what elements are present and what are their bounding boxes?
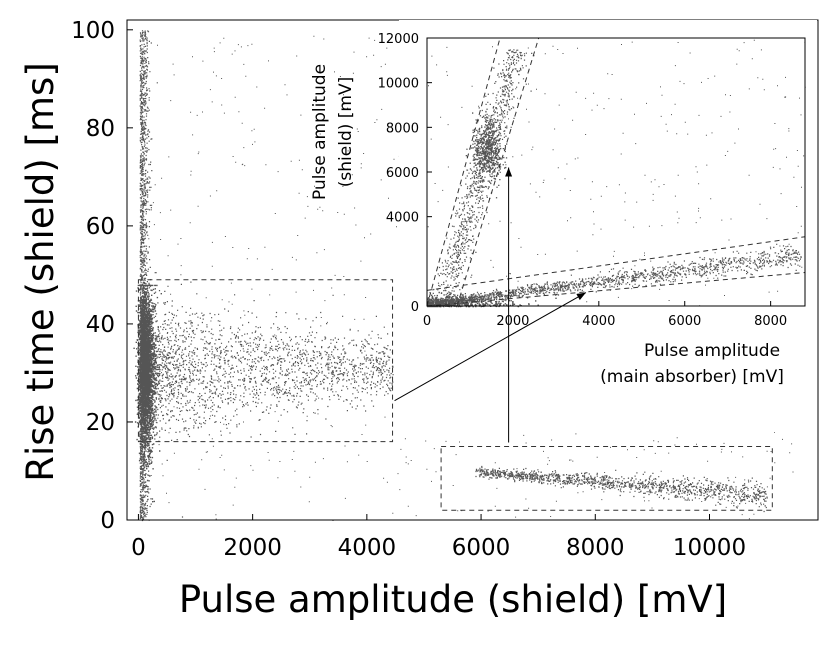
main-x-tick-label: 8000 [566, 535, 625, 561]
main-y-tick-label: 60 [86, 214, 115, 240]
inset-x-tick-label: 6000 [668, 314, 701, 329]
main-y-tick-label: 80 [86, 116, 115, 142]
main-axes: 0 2000 4000 6000 8000 10000 0 20 40 60 80 100 [71, 18, 819, 561]
main-x-tick-label: 4000 [338, 535, 397, 561]
inset-band-lines [426, 37, 806, 307]
shield-band-right-line [456, 37, 540, 307]
selection-box-2 [440, 445, 773, 511]
main-band-lower-line [426, 272, 806, 307]
arrow-shield-box-to-inset [394, 292, 587, 402]
arrow-shield-box-to-inset-head [576, 292, 586, 301]
inset-x-axis-label-line2: (main absorber) [mV] [600, 367, 784, 387]
main-x-tick-label: 6000 [452, 535, 511, 561]
inset-y-tick-label: 10000 [378, 77, 419, 92]
inset-x-tick-label: 8000 [754, 314, 787, 329]
inset-y-tick-label: 4000 [386, 211, 419, 226]
main-x-tick-label: 2000 [223, 535, 282, 561]
main-x-tick-label: 0 [131, 535, 146, 561]
main-y-tick-label: 100 [71, 18, 115, 44]
main-x-axis-label: Pulse amplitude (shield) [mV] [179, 578, 727, 621]
main-y-tick-label: 40 [86, 312, 115, 338]
shield-band-left-line [426, 37, 501, 307]
inset-y-tick-label: 12000 [378, 32, 419, 47]
inset-y-axis-label-line1: Pulse amplitude [310, 64, 330, 200]
selection-box-1 [137, 279, 394, 443]
main-selection-boxes [137, 279, 773, 511]
inset-x-axis-label-line1: Pulse amplitude [644, 341, 780, 361]
main-y-tick-label: 0 [100, 508, 115, 534]
connector-arrows [394, 167, 587, 443]
main-y-axis-label: Rise time (shield) [ms] [19, 62, 62, 482]
inset-y-axis-label-line2: (shield) [mV] [336, 77, 356, 187]
main-band-upper-line [426, 236, 806, 291]
inset-y-tick-label: 8000 [386, 121, 419, 136]
inset-x-tick-label: 4000 [582, 314, 615, 329]
inset-plot: 0 2000 4000 6000 8000 0 4000 6000 8000 10000 12000… [310, 20, 817, 432]
inset-y-tick-label: 6000 [386, 166, 419, 181]
inset-background [399, 20, 817, 432]
inset-y-tick-label: 0 [411, 300, 419, 315]
inset-axes: 0 2000 4000 6000 8000 0 4000 6000 8000 10000 12000 [378, 32, 806, 329]
arrow-main-box-to-inset-head [505, 167, 513, 177]
main-y-tick-label: 20 [86, 410, 115, 436]
inset-x-tick-label: 0 [423, 314, 431, 329]
main-x-tick-label: 10000 [673, 535, 746, 561]
inset-x-tick-label: 2000 [496, 314, 529, 329]
